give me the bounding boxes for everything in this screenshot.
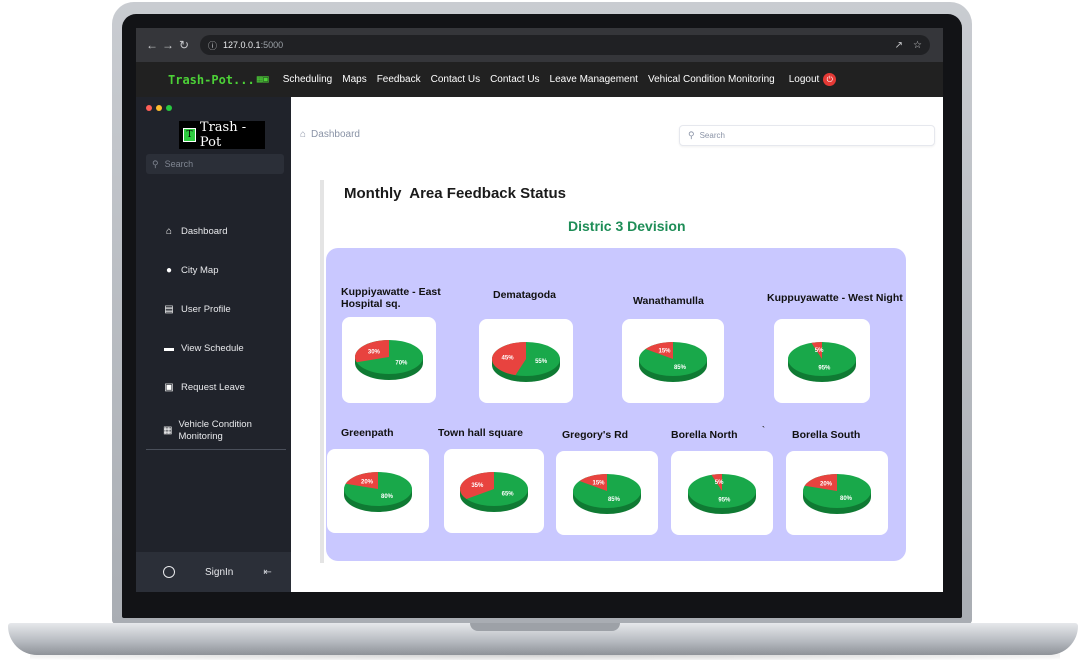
home-icon: ⌂ xyxy=(165,226,173,237)
division-title: Distric 3 Devision xyxy=(568,218,686,234)
sidebar-item-label: Request Leave xyxy=(181,382,245,393)
breadcrumb-home-icon: ⌂ xyxy=(300,129,307,140)
laptop-shadow xyxy=(30,650,1060,660)
monitor-icon: ▦ xyxy=(163,425,173,436)
reload-icon[interactable]: ↻ xyxy=(178,38,190,52)
sidebar-item-label: City Map xyxy=(181,265,219,276)
logout-label: Logout xyxy=(788,74,820,85)
area-label-town-hall: Town hall square xyxy=(438,427,523,439)
sidebar-footer: SignIn ⇤ xyxy=(136,552,291,592)
site-info-icon[interactable]: ⓘ xyxy=(208,40,218,51)
logout-button[interactable]: Logout ⏻ xyxy=(789,73,837,86)
map-pin-icon: ● xyxy=(165,265,173,276)
sidebar-item-label: Dashboard xyxy=(181,226,228,237)
back-icon[interactable]: ← xyxy=(146,38,158,52)
sidebar-search-input[interactable] xyxy=(164,159,275,169)
menu-vehicle-condition[interactable]: Vehical Condition Monitoring xyxy=(647,74,775,85)
sidebar-item-dashboard[interactable]: ⌂ Dashboard xyxy=(163,226,228,238)
minimize-dot-icon[interactable] xyxy=(156,105,162,111)
request-icon: ▣ xyxy=(164,382,174,393)
url-port: :5000 xyxy=(260,40,284,50)
maximize-dot-icon[interactable] xyxy=(166,105,172,111)
sidebar-divider xyxy=(146,449,286,450)
menu-contact-us-2[interactable]: Contact Us xyxy=(490,74,540,85)
area-label-kuppuyawatte-west: Kuppuyawatte - West Night xyxy=(767,292,903,304)
app-navbar: Trash-Pot... ▦▣ Scheduling Maps Feedback… xyxy=(136,62,943,97)
area-label-borella-north: Borella North xyxy=(671,429,738,441)
pie-card-6 xyxy=(444,449,544,533)
sidebar-item-city-map[interactable]: ● City Map xyxy=(163,265,219,277)
sidebar-item-label: Vehicle Condition Monitoring xyxy=(178,419,252,442)
area-label-greenpath: Greenpath xyxy=(341,427,394,439)
bookmark-star-icon[interactable]: ☆ xyxy=(913,39,922,51)
search-icon: ⚲ xyxy=(152,158,159,169)
sidebar-item-request-leave[interactable]: ▣ Request Leave xyxy=(163,382,245,394)
area-label-dematagoda: Dematagoda xyxy=(493,289,557,301)
laptop-notch xyxy=(470,623,620,631)
exit-icon[interactable]: ⇤ xyxy=(263,566,272,578)
sidebar-search: ⚲ xyxy=(146,154,284,174)
sidebar-item-view-schedule[interactable]: ▬ View Schedule xyxy=(163,343,244,355)
power-icon: ⏻ xyxy=(823,73,837,86)
pie-card-7 xyxy=(556,451,658,535)
share-icon[interactable]: ↗ xyxy=(894,39,904,51)
forward-icon[interactable]: → xyxy=(162,38,174,52)
sidebar-item-user-profile[interactable]: ▤ User Profile xyxy=(163,304,231,316)
brand-text: Trash-Pot... xyxy=(168,72,255,87)
pie-card-3 xyxy=(622,319,724,403)
calendar-icon: ▬ xyxy=(164,343,174,354)
area-label-borella-south: Borella South xyxy=(792,429,861,441)
signin-button[interactable]: SignIn xyxy=(205,566,234,578)
area-label-kuppiyawatte-east: Kuppiyawatte - East Hospital sq. xyxy=(341,286,441,310)
window-controls xyxy=(146,105,172,111)
breadcrumb-dashboard[interactable]: Dashboard xyxy=(311,129,360,140)
sidebar-item-vehicle-condition[interactable]: ▦ Vehicle Condition Monitoring xyxy=(163,419,273,443)
area-label-wanathamulla: Wanathamulla xyxy=(633,295,704,307)
sidebar-item-label: View Schedule xyxy=(181,343,244,354)
pie-card-9 xyxy=(786,451,888,535)
sidebar-logo: T Trash - Pot xyxy=(179,120,265,150)
profile-icon: ▤ xyxy=(164,304,174,315)
trash-logo-icon: T xyxy=(183,128,196,142)
url-host: 127.0.0.1 xyxy=(223,40,261,50)
main-search: ⚲ xyxy=(679,125,935,146)
browser-toolbar: ← → ↻ ⓘ 127.0.0.1:5000 ↗ ☆ xyxy=(136,28,943,62)
laptop-screen: ← → ↻ ⓘ 127.0.0.1:5000 ↗ ☆ Trash-Pot... … xyxy=(136,28,943,592)
brand-logo[interactable]: Trash-Pot... ▦▣ xyxy=(168,73,269,87)
pie-card-4 xyxy=(774,319,870,403)
menu-contact-us[interactable]: Contact Us xyxy=(430,74,481,85)
main-search-input[interactable] xyxy=(699,131,910,140)
menu-scheduling[interactable]: Scheduling xyxy=(282,74,333,85)
breadcrumb: ⌂ Dashboard xyxy=(300,129,360,140)
menu-maps[interactable]: Maps xyxy=(342,74,367,85)
pie-card-8 xyxy=(671,451,773,535)
pie-card-1 xyxy=(342,317,436,403)
sidebar-item-label: User Profile xyxy=(181,304,231,315)
page-title: Monthly Area Feedback Status xyxy=(344,185,566,202)
search-icon: ⚲ xyxy=(688,130,695,140)
sidebar: T Trash - Pot ⚲ ⌂ Dashboard ● City Map ▤… xyxy=(136,97,291,592)
truck-icon: ▦▣ xyxy=(256,74,269,85)
menu-feedback[interactable]: Feedback xyxy=(376,74,421,85)
content-divider xyxy=(320,180,324,563)
menu-leave-management[interactable]: Leave Management xyxy=(549,74,638,85)
close-dot-icon[interactable] xyxy=(146,105,152,111)
address-bar[interactable]: ⓘ 127.0.0.1:5000 ↗ ☆ xyxy=(200,35,930,55)
pie-card-2 xyxy=(479,319,573,403)
area-label-gregorys-rd: Gregory's Rd xyxy=(562,429,629,441)
address-actions: ↗ ☆ xyxy=(895,40,922,51)
sidebar-logo-text: Trash - Pot xyxy=(199,120,247,150)
stray-mark: ` xyxy=(762,425,765,435)
top-menu: Scheduling Maps Feedback Contact Us Cont… xyxy=(283,74,785,85)
user-circle-icon xyxy=(163,566,175,578)
pie-card-5 xyxy=(327,449,429,533)
